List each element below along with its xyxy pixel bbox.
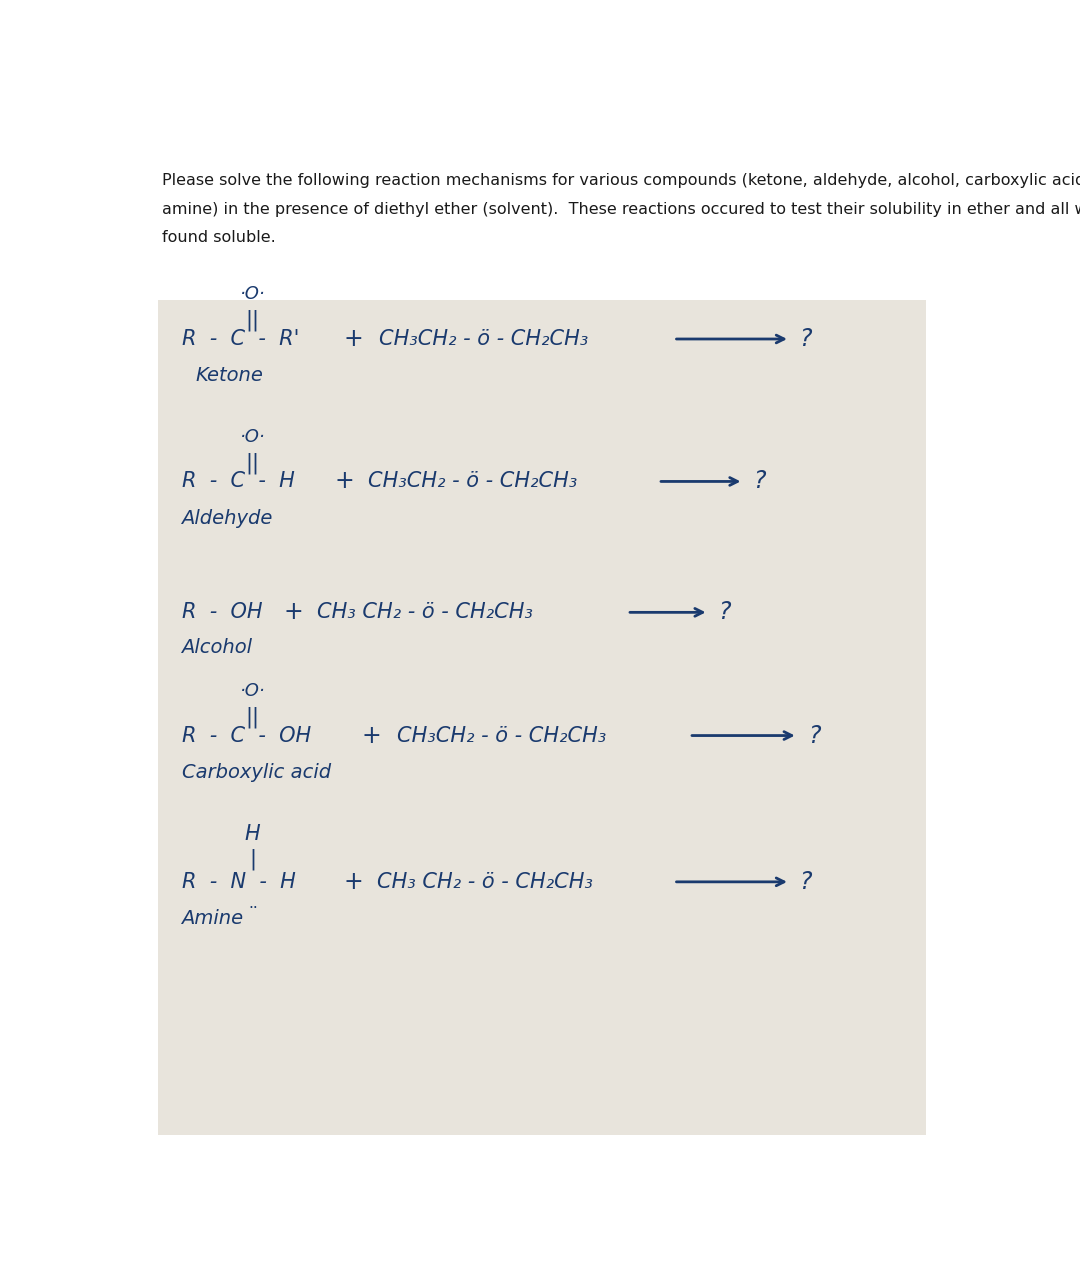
Text: ?: ?: [753, 469, 765, 493]
Text: CH₃CH₂ - ö - CH₂CH₃: CH₃CH₂ - ö - CH₂CH₃: [379, 329, 589, 350]
Text: ?: ?: [799, 870, 812, 894]
Text: R  -  C  -  R': R - C - R': [181, 329, 299, 350]
Text: ·O·: ·O·: [240, 428, 266, 446]
Text: R  -  C  -  H: R - C - H: [181, 472, 295, 491]
Text: +: +: [343, 870, 364, 894]
FancyBboxPatch shape: [159, 299, 926, 1135]
Text: R  -  C  -  OH: R - C - OH: [181, 726, 311, 745]
Text: ||: ||: [246, 452, 260, 474]
Text: Alcohol: Alcohol: [181, 639, 253, 657]
Text: Ketone: Ketone: [195, 366, 264, 386]
Text: R  -  OH: R - OH: [181, 603, 262, 622]
Text: R  -  N  -  H: R - N - H: [181, 871, 295, 892]
Text: +: +: [362, 723, 381, 748]
Text: +: +: [335, 469, 354, 493]
Text: +: +: [343, 326, 364, 351]
Text: +: +: [284, 600, 303, 625]
Text: ·O·: ·O·: [240, 682, 266, 700]
Text: found soluble.: found soluble.: [162, 230, 275, 244]
Text: ?: ?: [718, 600, 730, 625]
Text: ?: ?: [799, 326, 812, 351]
Text: ·O·: ·O·: [240, 285, 266, 303]
Text: H: H: [245, 824, 260, 844]
Text: ?: ?: [808, 723, 820, 748]
Text: CH₃CH₂ - ö - CH₂CH₃: CH₃CH₂ - ö - CH₂CH₃: [367, 472, 577, 491]
Text: amine) in the presence of diethyl ether (solvent).  These reactions occured to t: amine) in the presence of diethyl ether …: [162, 202, 1080, 217]
Text: |: |: [249, 848, 256, 870]
Text: Carboxylic acid: Carboxylic acid: [181, 763, 330, 783]
Text: ||: ||: [246, 310, 260, 332]
Text: Please solve the following reaction mechanisms for various compounds (ketone, al: Please solve the following reaction mech…: [162, 173, 1080, 189]
Text: ..: ..: [248, 896, 258, 911]
Text: CH₃ CH₂ - ö - CH₂CH₃: CH₃ CH₂ - ö - CH₂CH₃: [318, 603, 534, 622]
Text: ||: ||: [246, 707, 260, 727]
Text: Aldehyde: Aldehyde: [181, 509, 273, 528]
Text: Amine: Amine: [181, 910, 244, 928]
Text: CH₃ CH₂ - ö - CH₂CH₃: CH₃ CH₂ - ö - CH₂CH₃: [377, 871, 593, 892]
Text: CH₃CH₂ - ö - CH₂CH₃: CH₃CH₂ - ö - CH₂CH₃: [397, 726, 606, 745]
